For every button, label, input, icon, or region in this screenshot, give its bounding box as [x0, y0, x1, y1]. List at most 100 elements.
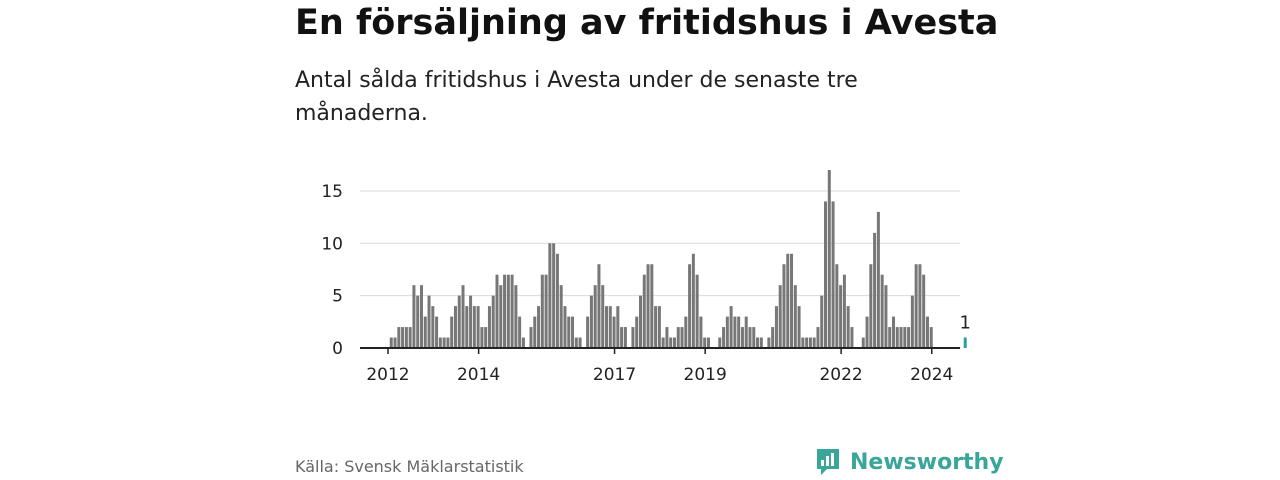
bar [865, 316, 869, 348]
y-tick-label: 5 [332, 287, 343, 307]
bar [676, 327, 680, 348]
bar [510, 274, 514, 348]
bar [922, 274, 926, 348]
bar [929, 327, 933, 348]
bar [487, 306, 491, 348]
bar [672, 337, 676, 348]
bar [612, 316, 616, 348]
bar [790, 253, 794, 348]
bar [427, 295, 431, 348]
bar [506, 274, 510, 348]
bar [861, 337, 865, 348]
x-tick-label: 2022 [819, 365, 862, 385]
bar [740, 327, 744, 348]
bar [571, 316, 575, 348]
bar [657, 306, 661, 348]
x-tick-label: 2017 [593, 365, 636, 385]
bar [650, 264, 654, 348]
x-tick-label: 2019 [684, 365, 727, 385]
bar [661, 337, 665, 348]
bar [665, 327, 669, 348]
bar [729, 306, 733, 348]
bar [691, 253, 695, 348]
chart-subtitle: Antal sålda fritidshus i Avesta under de… [295, 68, 858, 126]
bar [393, 337, 397, 348]
bar [397, 327, 401, 348]
bar [895, 327, 899, 348]
bar [801, 337, 805, 348]
bar [642, 274, 646, 348]
bar [435, 316, 439, 348]
bar [548, 243, 552, 348]
bar [514, 285, 518, 348]
bar [638, 295, 642, 348]
bar [756, 337, 760, 348]
bar [880, 274, 884, 348]
bar [631, 327, 635, 348]
bar [412, 285, 416, 348]
bar [453, 306, 457, 348]
bar [484, 327, 488, 348]
bar [416, 295, 420, 348]
bar [703, 337, 707, 348]
bar [827, 170, 831, 348]
bar [601, 285, 605, 348]
bar [839, 285, 843, 348]
bar [695, 274, 699, 348]
bar [907, 327, 911, 348]
bar [552, 243, 556, 348]
bar [831, 201, 835, 348]
bar [699, 316, 703, 348]
bar [820, 295, 824, 348]
newsworthy-logo-icon [817, 449, 839, 475]
bar [623, 327, 627, 348]
bar [537, 306, 541, 348]
bar [555, 253, 559, 348]
y-tick-label: 15 [321, 182, 343, 202]
bar [884, 285, 888, 348]
bar [450, 316, 454, 348]
bar [446, 337, 450, 348]
bar [408, 327, 412, 348]
bar [404, 327, 408, 348]
bar [842, 274, 846, 348]
bar [559, 285, 563, 348]
bar [744, 316, 748, 348]
bar [620, 327, 624, 348]
bar [688, 264, 692, 348]
bar [752, 327, 756, 348]
bar [805, 337, 809, 348]
bar [431, 306, 435, 348]
bar [605, 306, 609, 348]
bar [873, 232, 877, 348]
bar [725, 316, 729, 348]
bar [869, 264, 873, 348]
bar [438, 337, 442, 348]
bar [567, 316, 571, 348]
bar [722, 327, 726, 348]
bar [876, 211, 880, 348]
bar [888, 327, 892, 348]
bar [521, 337, 525, 348]
bar [563, 306, 567, 348]
bar [812, 337, 816, 348]
bar [503, 274, 507, 348]
bar [589, 295, 593, 348]
bar [461, 285, 465, 348]
bar [465, 306, 469, 348]
bar [737, 316, 741, 348]
bar [669, 337, 673, 348]
bar [899, 327, 903, 348]
brand-logo: Newsworthy [815, 447, 1004, 477]
bar [903, 327, 907, 348]
bar [718, 337, 722, 348]
bar [495, 274, 499, 348]
bar [401, 327, 405, 348]
bar [767, 337, 771, 348]
bar [706, 337, 710, 348]
bar [499, 285, 503, 348]
bar [816, 327, 820, 348]
bar [469, 295, 473, 348]
highlight-bar [963, 337, 967, 348]
bar [389, 337, 393, 348]
